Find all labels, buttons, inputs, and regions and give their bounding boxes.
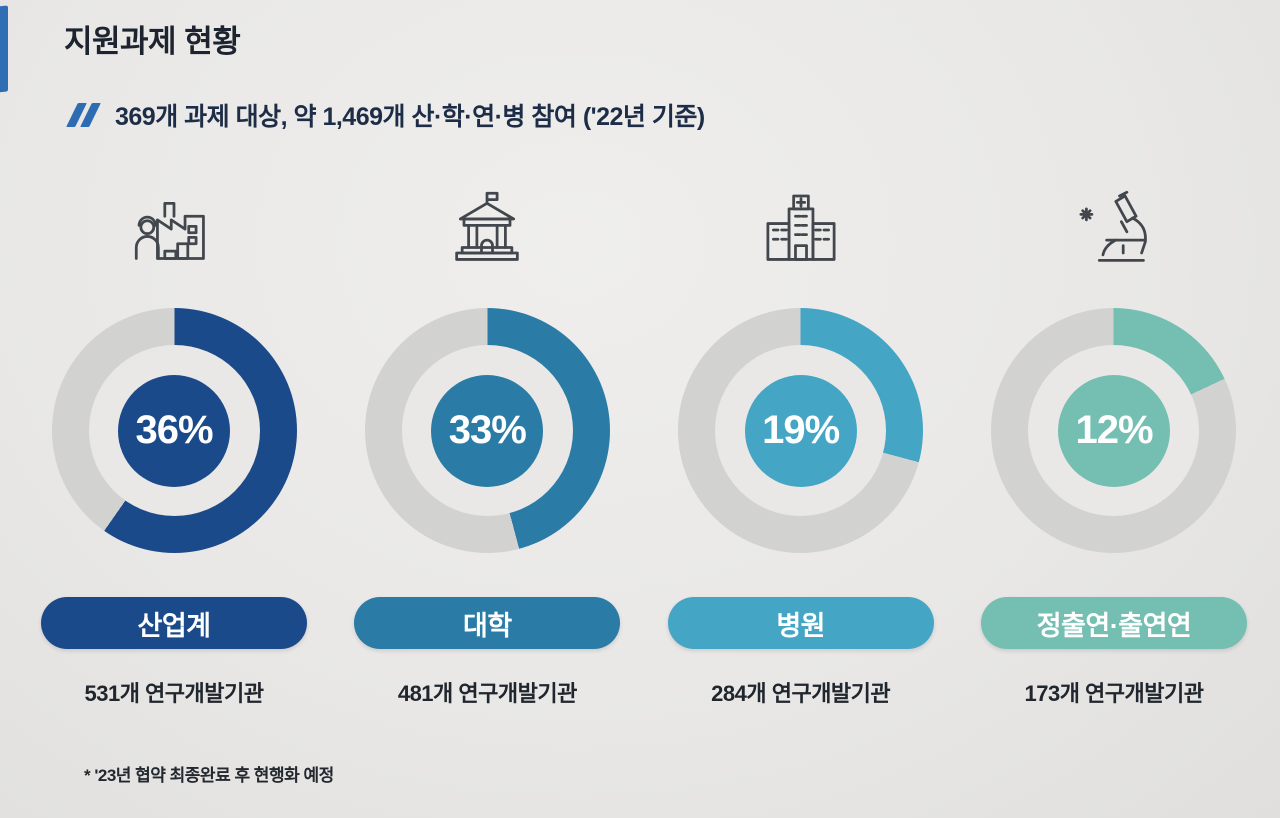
hospital-icon [755,178,847,282]
donut-percent-institute: 12% [1057,374,1170,487]
donut-university: 33% [364,308,610,553]
org-count-hospital: 284개 연구개발기관 [711,681,891,706]
donut-institute: 12% [991,308,1237,553]
chart-column-hospital: 19% 병원 284개 연구개발기관 [663,178,939,708]
category-pill-industry: 산업계 [41,597,307,649]
org-count-institute: 173개 연구개발기관 [1024,681,1204,706]
chart-column-university: 33% 대학 481개 연구개발기관 [349,178,625,708]
donut-percent-university: 33% [431,374,544,487]
page-title: 지원과제 현황 [64,24,241,59]
category-label-university: 대학 [462,610,512,641]
donut-percent-hospital: 19% [744,374,857,487]
subtitle-text: 369개 과제 대상, 약 1,469개 산·학·연·병 참여 ('22년 기준… [115,103,705,131]
category-pill-hospital: 병원 [667,597,934,649]
org-count-university: 481개 연구개발기관 [397,681,578,706]
factory-worker-icon [128,178,220,282]
double-slash-icon [66,103,101,127]
donut-industry: 36% [51,308,297,553]
chart-columns: 36% 산업계 531개 연구개발기관 33% [0,178,1280,708]
microscope-icon [1068,178,1160,282]
donut-percent-industry: 36% [118,374,230,487]
category-label-hospital: 병원 [776,610,825,641]
category-label-industry: 산업계 [137,610,211,641]
chart-column-industry: 36% 산업계 531개 연구개발기관 [36,178,312,708]
category-label-institute: 정출연·출연연 [1036,610,1192,641]
slide-edge-accent [0,5,8,93]
category-pill-university: 대학 [354,597,621,649]
university-icon [441,178,533,282]
footnote: * '23년 협약 최종완료 후 현행화 예정 [84,766,334,785]
org-count-industry: 531개 연구개발기관 [84,681,265,706]
subtitle: 369개 과제 대상, 약 1,469개 산·학·연·병 참여 ('22년 기준… [66,97,705,133]
category-pill-institute: 정출연·출연연 [980,597,1247,649]
chart-column-institute: 12% 정출연·출연연 173개 연구개발기관 [976,178,1252,708]
donut-hospital: 19% [678,308,924,553]
